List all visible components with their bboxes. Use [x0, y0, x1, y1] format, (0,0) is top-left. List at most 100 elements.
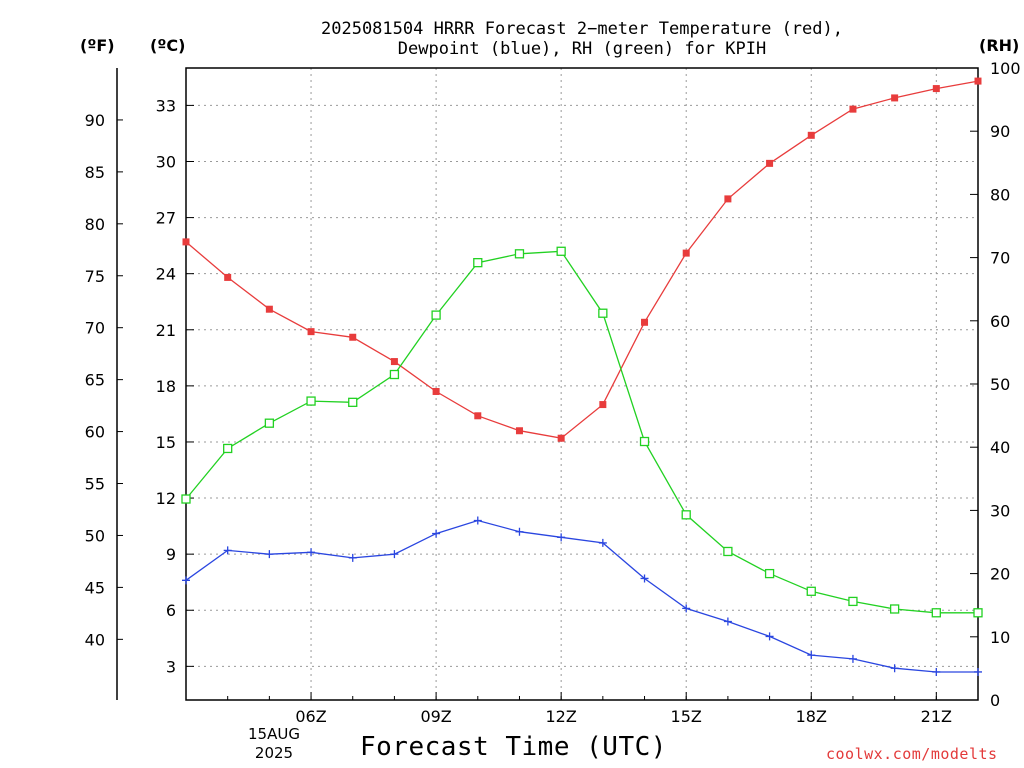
dewpoint-point	[348, 553, 357, 562]
temperature-line	[185, 80, 979, 439]
celsius-tick-label: 15	[156, 433, 176, 452]
dewpoint-point	[223, 546, 232, 555]
rh-tick-label: 10	[990, 628, 1010, 647]
temperature-point	[766, 159, 774, 167]
dewpoint-line	[185, 519, 978, 673]
dewpoint-point	[932, 667, 941, 676]
tick-labels: 3 6 9 12 15 18 21 24 27 30 33 06Z 09Z 12Z 15Z 18Z 21Z 40 4…	[85, 59, 1021, 726]
x-axis-title: Forecast Time (UTC)	[360, 732, 667, 762]
celsius-tick-label: 3	[166, 657, 176, 676]
plot-frame	[185, 67, 979, 701]
dewpoint-point	[640, 574, 649, 583]
rh-point	[431, 310, 441, 320]
dewpoint-point	[182, 576, 190, 585]
celsius-tick-label: 30	[156, 152, 176, 171]
temperature-point	[557, 434, 565, 442]
temperature-point	[390, 358, 398, 366]
rh-line	[185, 250, 978, 614]
temperature-point	[807, 131, 815, 139]
temperature-point	[265, 305, 273, 313]
dewpoint-point	[265, 550, 274, 559]
dewpoint-point	[598, 538, 607, 547]
temperature-point	[891, 94, 899, 102]
fahrenheit-tick-label: 85	[85, 163, 105, 182]
dewpoint-point	[432, 529, 441, 538]
dewpoint-point	[557, 533, 566, 542]
fahrenheit-unit-label: (ºF)	[80, 36, 115, 55]
rh-point	[473, 258, 483, 268]
fahrenheit-tick-label: 90	[85, 111, 105, 130]
x-tick-label: 15Z	[671, 707, 702, 726]
temperature-point	[182, 238, 190, 246]
temperature-point	[641, 318, 649, 326]
rh-point	[556, 246, 566, 256]
dewpoint-point	[515, 527, 524, 536]
dewpoint-point	[682, 604, 691, 613]
dewpoint-point	[473, 516, 482, 525]
rh-point	[848, 596, 858, 607]
rh-point	[681, 510, 691, 520]
fahrenheit-tick-label: 75	[85, 267, 105, 286]
dewpoint-series	[182, 516, 982, 676]
fahrenheit-tick-label: 80	[85, 215, 105, 234]
temperature-point	[307, 328, 315, 336]
temperature-point	[224, 273, 232, 281]
celsius-tick-label: 33	[156, 96, 176, 115]
rh-point	[264, 418, 275, 428]
fahrenheit-tick-label: 60	[85, 423, 105, 442]
celsius-tick-label: 24	[156, 265, 176, 284]
dewpoint-point	[307, 548, 316, 557]
temperature-point	[349, 333, 357, 341]
dewpoint-point	[848, 654, 857, 663]
rh-point	[348, 397, 358, 407]
fahrenheit-tick-label: 65	[85, 371, 105, 390]
chart-subtitle: Dewpoint (blue), RH (green) for KPIH	[397, 39, 767, 59]
fahrenheit-tick-label: 55	[85, 475, 105, 494]
celsius-tick-label: 21	[156, 321, 176, 340]
x-tick-label: 18Z	[796, 707, 827, 726]
rh-tick-label: 70	[990, 249, 1010, 268]
celsius-tick-label: 18	[156, 377, 176, 396]
temperature-point	[599, 401, 607, 409]
rh-point	[723, 546, 733, 557]
rh-series	[181, 246, 983, 618]
x-tick-label: 06Z	[295, 707, 326, 726]
temperature-series	[182, 77, 982, 442]
dewpoint-point	[890, 664, 899, 673]
temperature-point	[432, 387, 440, 395]
x-tick-label: 21Z	[921, 707, 952, 726]
temperature-point	[724, 195, 732, 203]
rh-point	[223, 443, 233, 454]
rh-point	[764, 568, 775, 579]
rh-tick-label: 30	[990, 501, 1010, 520]
rh-tick-label: 50	[990, 375, 1010, 394]
celsius-tick-label: 27	[156, 209, 176, 228]
rh-tick-label: 60	[990, 312, 1010, 331]
rh-tick-label: 80	[990, 185, 1010, 204]
rh-tick-label: 90	[990, 122, 1010, 141]
temperature-point	[974, 77, 982, 85]
dewpoint-point	[723, 617, 732, 626]
fahrenheit-tick-label: 70	[85, 319, 105, 338]
temperature-point	[515, 427, 523, 435]
celsius-unit-label: (ºC)	[150, 36, 186, 55]
rh-point	[889, 604, 900, 614]
dewpoint-point	[390, 550, 399, 559]
rh-point	[514, 249, 525, 259]
grid-lines	[186, 68, 978, 700]
fahrenheit-tick-label: 50	[85, 526, 105, 545]
x-tick-label: 12Z	[545, 707, 576, 726]
rh-point	[639, 436, 650, 447]
temperature-point	[849, 105, 857, 113]
fahrenheit-tick-label: 45	[85, 578, 105, 597]
rh-point	[973, 608, 983, 618]
dewpoint-point	[765, 632, 774, 641]
celsius-tick-label: 12	[156, 489, 176, 508]
rh-tick-label: 20	[990, 565, 1010, 584]
rh-tick-label: 100	[990, 59, 1021, 78]
dewpoint-point	[807, 651, 816, 660]
celsius-tick-label: 6	[166, 601, 176, 620]
date-label-year: 2025	[254, 744, 294, 762]
rh-point	[389, 369, 400, 380]
